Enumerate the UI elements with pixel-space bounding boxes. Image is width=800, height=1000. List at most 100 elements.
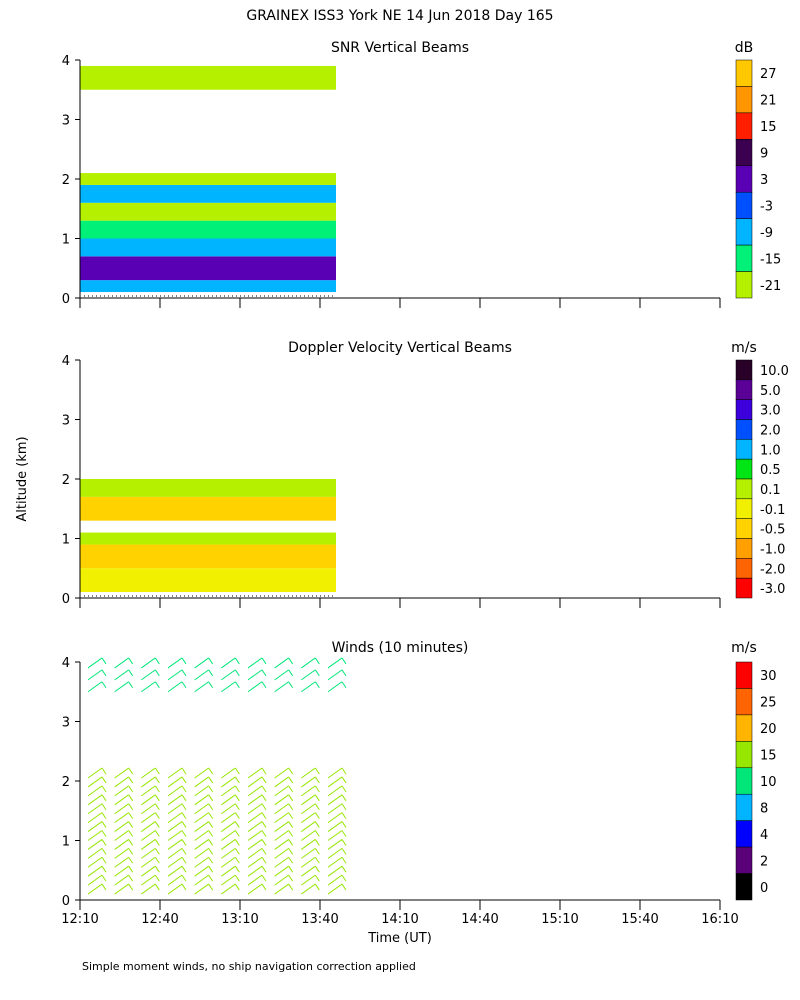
wind-barb-flag — [101, 681, 107, 689]
wind-barb — [167, 657, 183, 669]
wind-barb-flag — [101, 776, 107, 784]
wind-barb-flag — [314, 839, 320, 846]
wind-barb-flag — [261, 848, 267, 855]
colorbar-swatch — [735, 439, 753, 460]
wind-barb — [194, 856, 209, 868]
heatmap-layer — [80, 238, 336, 257]
colorbar-label: 5.0 — [760, 384, 781, 399]
wind-barb-flag — [101, 794, 107, 802]
wind-barb-flag — [261, 856, 267, 864]
wind-barb-flag — [208, 830, 214, 837]
wind-barb — [221, 883, 236, 895]
wind-barb-flag — [208, 776, 214, 784]
y-tick-label: 4 — [62, 54, 70, 69]
colorbar-label: 0.1 — [760, 483, 781, 498]
colorbar-unit: m/s — [731, 640, 757, 656]
wind-barb — [327, 669, 343, 681]
wind-barb — [274, 669, 289, 681]
wind-barb-flag — [208, 669, 214, 677]
y-tick-label: 1 — [62, 533, 70, 548]
wind-barb — [194, 794, 209, 806]
wind-barb-flag — [181, 803, 187, 811]
colorbar-swatch — [735, 218, 753, 246]
wind-barb — [274, 803, 289, 815]
colorbar-swatch — [735, 458, 753, 480]
wind-barb-flag — [128, 657, 134, 665]
colorbar-swatch — [735, 165, 753, 193]
wind-barb-flag — [154, 785, 160, 793]
wind-barb — [301, 657, 316, 669]
wind-barb-flag — [234, 794, 240, 802]
wind-barb — [327, 839, 343, 850]
wind-barb — [194, 874, 209, 886]
wind-barb-flag — [234, 839, 240, 846]
wind-barb — [167, 865, 183, 877]
wind-barb — [247, 865, 263, 877]
wind-barb-flag — [261, 767, 267, 775]
wind-barb — [301, 856, 316, 868]
x-tick-label: 13:40 — [301, 912, 338, 927]
y-tick-label: 0 — [62, 292, 70, 307]
wind-barb-flag — [234, 830, 240, 837]
wind-barb — [274, 883, 289, 895]
x-tick-label: 15:40 — [621, 912, 658, 927]
wind-barb-flag — [128, 865, 134, 873]
wind-barb — [247, 830, 263, 841]
wind-barb-flag — [154, 821, 160, 828]
colorbar-label: 15 — [760, 120, 777, 135]
wind-barb — [141, 776, 156, 788]
wind-barb — [114, 681, 129, 693]
colorbar-swatch — [735, 59, 753, 87]
wind-barb — [301, 681, 316, 693]
wind-barb — [221, 821, 236, 832]
colorbar-label: 10 — [760, 775, 777, 790]
wind-barb — [247, 821, 263, 832]
wind-barb-flag — [208, 865, 214, 873]
colorbar-swatch — [735, 846, 753, 874]
wind-barb — [194, 785, 209, 797]
wind-barb-flag — [128, 669, 134, 677]
wind-barb-flag — [181, 865, 187, 873]
wind-barb — [114, 847, 129, 859]
wind-barb — [141, 874, 156, 886]
y-tick-label: 4 — [62, 656, 70, 671]
wind-barb — [221, 794, 236, 806]
wind-barb — [194, 776, 209, 788]
wind-barb — [221, 839, 236, 850]
wind-barb — [221, 830, 236, 841]
wind-barb — [274, 767, 289, 779]
wind-barb-flag — [288, 669, 294, 677]
wind-barb — [274, 794, 289, 806]
colorbar-label: 4 — [760, 828, 768, 843]
wind-barb-flag — [101, 669, 107, 677]
wind-barb — [141, 839, 156, 850]
colorbar-label: 21 — [760, 94, 777, 109]
wind-barb — [247, 681, 263, 693]
wind-barb — [274, 776, 289, 788]
heatmap-layer — [80, 496, 336, 521]
wind-barb-flag — [314, 865, 320, 873]
y-tick-label: 0 — [62, 894, 70, 909]
wind-barb — [87, 669, 103, 681]
colorbar-swatch — [735, 478, 753, 500]
wind-barb — [274, 856, 289, 868]
wind-barb — [327, 856, 343, 868]
wind-barb — [167, 794, 183, 806]
colorbar-swatch — [735, 538, 753, 559]
wind-barb-flag — [128, 785, 134, 793]
wind-barb — [327, 847, 343, 859]
wind-barb-flag — [101, 856, 107, 864]
y-tick-label: 2 — [62, 173, 70, 188]
wind-barb-flag — [261, 669, 267, 677]
wind-barb — [247, 847, 263, 859]
wind-barb — [247, 669, 263, 681]
colorbar-label: -0.1 — [760, 503, 785, 518]
wind-barb-flag — [181, 794, 187, 802]
wind-barb-flag — [341, 839, 347, 846]
wind-barb — [114, 776, 129, 788]
wind-barb-flag — [234, 776, 240, 784]
wind-barb — [247, 803, 263, 815]
wind-barb — [301, 865, 316, 877]
panel-1: SNR Vertical Beams 0 1 2 3 4 dB 27 21 15 9 3 -3 -9 -15… — [62, 40, 781, 308]
wind-barb — [247, 883, 263, 895]
